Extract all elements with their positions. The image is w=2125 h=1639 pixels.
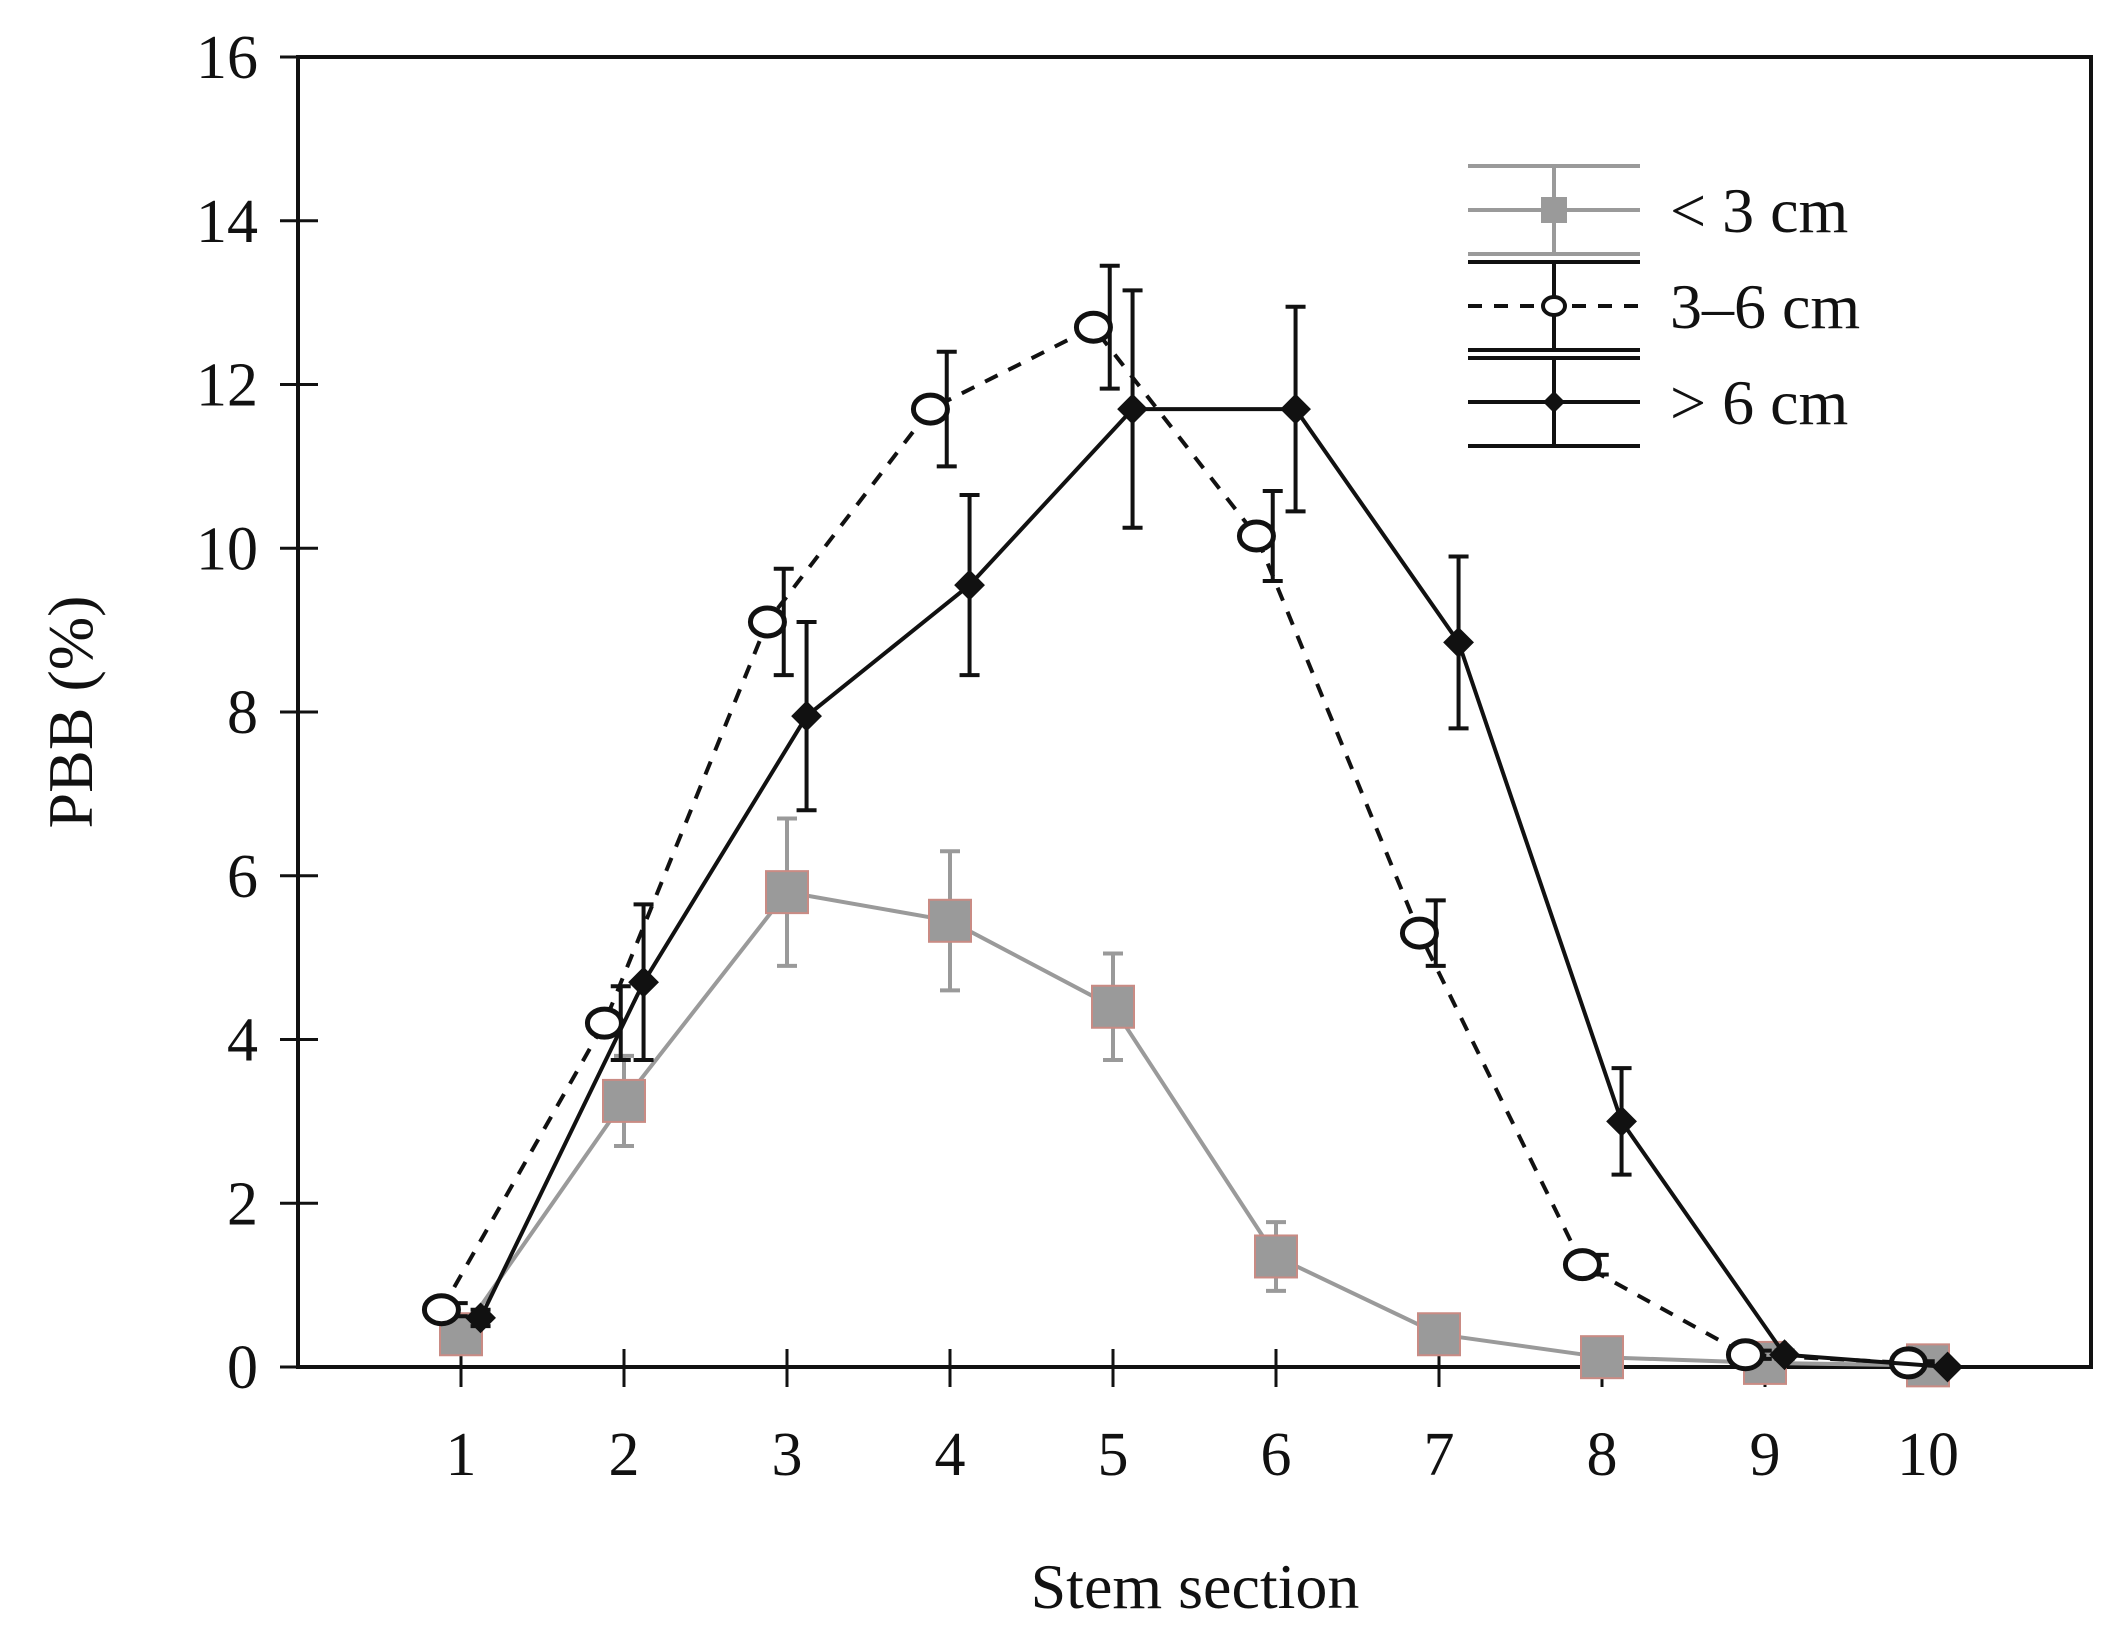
data-point	[1117, 393, 1148, 425]
y-tick-label: 4	[227, 1007, 258, 1075]
series-line	[439, 325, 1909, 1365]
data-point	[421, 1293, 461, 1327]
x-axis-title: Stem section	[1031, 1551, 1360, 1622]
data-point	[1417, 1312, 1461, 1357]
data-point	[1091, 984, 1135, 1029]
x-tick-label: 1	[446, 1421, 477, 1489]
legend-marker	[1543, 391, 1565, 413]
series-1	[421, 263, 1935, 1380]
series-2	[465, 288, 1963, 1383]
x-tick-label: 7	[1424, 1421, 1455, 1489]
data-point	[928, 898, 972, 943]
y-tick-label: 6	[227, 843, 258, 911]
legend-label: > 6 cm	[1670, 367, 1848, 438]
series-line	[478, 407, 1948, 1369]
x-tick-label: 3	[772, 1421, 803, 1489]
legend-item: 3–6 cm	[1468, 260, 1860, 352]
data-point	[1562, 1248, 1602, 1282]
data-point	[628, 966, 659, 998]
data-point	[584, 1006, 624, 1040]
x-tick-label: 5	[1098, 1421, 1129, 1489]
series-0	[439, 816, 1950, 1388]
data-point	[910, 392, 950, 426]
data-point	[1932, 1351, 1963, 1383]
data-point	[602, 1078, 646, 1123]
data-point	[1580, 1335, 1624, 1380]
series-layer	[421, 263, 1963, 1388]
x-tick-label: 6	[1261, 1421, 1292, 1489]
data-point	[747, 605, 787, 639]
y-tick-label: 12	[196, 352, 258, 420]
data-point	[954, 569, 985, 601]
y-tick-label: 10	[196, 515, 258, 583]
y-axis-title: PBB (%)	[35, 596, 106, 829]
x-tick-label: 8	[1587, 1421, 1618, 1489]
legend-item: > 6 cm	[1468, 356, 1848, 448]
y-tick-label: 0	[227, 1334, 258, 1402]
x-tick-label: 10	[1897, 1421, 1959, 1489]
x-tick-label: 2	[609, 1421, 640, 1489]
y-tick-label: 16	[196, 24, 258, 92]
x-tick-label: 9	[1750, 1421, 1781, 1489]
data-point	[791, 700, 822, 732]
series-line	[459, 890, 1929, 1368]
data-point	[465, 1302, 496, 1334]
data-point	[1254, 1234, 1298, 1279]
y-tick-label: 14	[196, 188, 258, 256]
legend: < 3 cm 3–6 cm > 6 cm	[1468, 164, 1860, 448]
legend-marker	[1541, 295, 1567, 317]
x-axis: 1 2 3 4 5 6 7 8 9 10	[446, 1349, 1959, 1489]
y-tick-label: 8	[227, 679, 258, 747]
data-point	[1725, 1338, 1765, 1372]
legend-item: < 3 cm	[1468, 164, 1848, 256]
plot-frame	[296, 55, 2093, 1369]
legend-label: 3–6 cm	[1670, 271, 1860, 342]
data-point	[1399, 916, 1439, 950]
data-point	[1769, 1339, 1800, 1371]
y-tick-label: 2	[227, 1170, 258, 1238]
x-tick-label: 4	[935, 1421, 966, 1489]
data-point	[1280, 393, 1311, 425]
legend-label: < 3 cm	[1670, 175, 1848, 246]
y-axis: 0 2 4 6 8 10 12 14 16	[196, 24, 318, 1402]
data-point	[1073, 310, 1113, 344]
legend-marker	[1541, 197, 1567, 223]
data-point	[765, 870, 809, 915]
data-point	[1443, 626, 1474, 658]
data-point	[1236, 519, 1276, 553]
data-point	[1606, 1105, 1637, 1137]
